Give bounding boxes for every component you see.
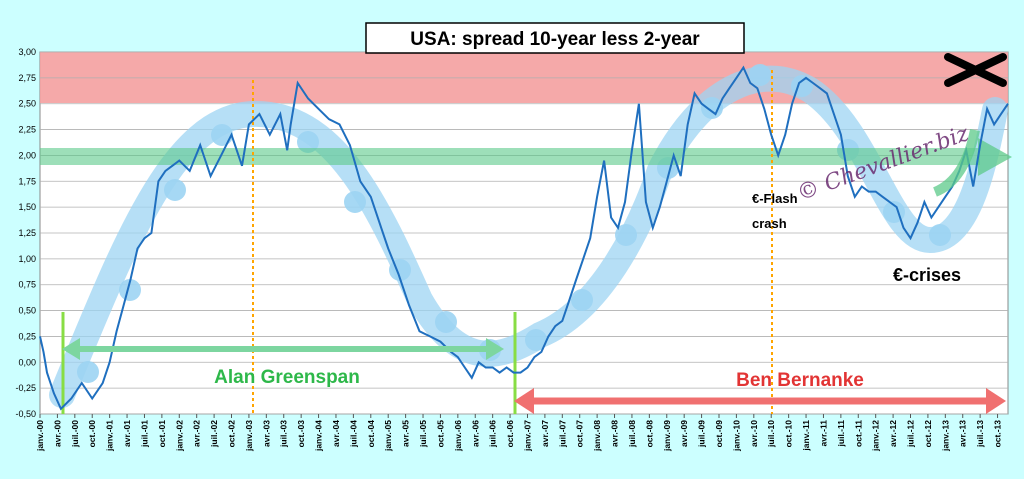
x-tick-label: avr.-05 — [401, 420, 411, 447]
x-tick-label: oct.-11 — [853, 420, 863, 447]
x-tick-label: janv.-06 — [453, 420, 463, 452]
x-tick-label: juil.-07 — [557, 420, 567, 448]
x-tick-label: janv.-02 — [174, 420, 184, 452]
x-tick-label: oct.-04 — [366, 420, 376, 448]
x-tick-label: oct.-13 — [993, 420, 1003, 448]
x-tick-label: juil.-09 — [697, 420, 707, 448]
y-tick-label: 2,50 — [18, 99, 36, 109]
x-tick-label: juil.-06 — [488, 420, 498, 448]
x-tick-label: oct.-06 — [505, 420, 515, 448]
x-tick-label: janv.-13 — [940, 420, 950, 452]
x-tick-label: oct.-02 — [227, 420, 237, 448]
greenspan-arrow — [62, 338, 504, 360]
y-tick-label: 1,75 — [18, 176, 36, 186]
y-tick-label: 1,00 — [18, 254, 36, 264]
y-tick-label: 3,00 — [18, 47, 36, 57]
x-tick-label: avr.-00 — [52, 420, 62, 447]
x-tick-label: oct.-01 — [157, 420, 167, 448]
x-tick-label: juil.-05 — [418, 420, 428, 448]
chart-title-text: USA: spread 10-year less 2-year — [410, 29, 700, 50]
x-tick-label: janv.-04 — [314, 420, 324, 452]
y-tick-label: -0,50 — [15, 409, 36, 419]
x-tick-label: avr.-09 — [679, 420, 689, 447]
x-tick-label: janv.-08 — [592, 420, 602, 452]
x-tick-label: avr.-01 — [122, 420, 132, 447]
green-recovery-arrow — [932, 128, 980, 197]
y-tick-label: 2,25 — [18, 125, 36, 135]
x-tick-label: avr.-08 — [610, 420, 620, 447]
x-tick-label: janv.-01 — [105, 420, 115, 452]
x-tick-label: janv.-10 — [731, 420, 741, 452]
spread-series-line — [39, 65, 1009, 411]
euro-crises-label: €-crises — [893, 265, 961, 285]
x-tick-label: juil.-03 — [279, 420, 289, 448]
y-tick-label: 1,25 — [18, 228, 36, 238]
x-tick-label: avr.-06 — [470, 420, 480, 447]
x-tick-label: oct.-00 — [87, 420, 97, 448]
x-tick-label: avr.-03 — [261, 420, 271, 447]
x-tick-label: janv.-09 — [662, 420, 672, 452]
flash-crash-label-2: crash — [752, 216, 787, 231]
flash-crash-label-1: €-Flash — [752, 191, 798, 206]
x-tick-label: avr.-12 — [888, 420, 898, 447]
x-tick-label: juil.-01 — [139, 420, 149, 448]
x-tick-label: janv.-12 — [871, 420, 881, 452]
bernanke-label: Ben Bernanke — [736, 370, 864, 391]
green-level-arrowhead — [978, 138, 1012, 176]
x-axis-ticks: janv.-00 avr.-00 juil.-00 oct.-00 janv.-01 av… — [35, 414, 1003, 452]
x-tick-label: oct.-05 — [435, 420, 445, 448]
y-tick-label: 0,25 — [18, 331, 36, 341]
greenspan-label: Alan Greenspan — [214, 367, 360, 388]
x-tick-label: juil.-08 — [627, 420, 637, 448]
y-axis-ticks: -0,50 -0,25 0,00 0,25 0,50 0,75 1,00 1,25 1,50 1,… — [15, 47, 36, 419]
y-tick-label: 2,00 — [18, 150, 36, 160]
x-tick-label: juil.-10 — [766, 420, 776, 448]
bernanke-arrow — [514, 388, 1006, 414]
x-tick-label: juil.-11 — [836, 420, 846, 448]
x-tick-label: avr.-02 — [192, 420, 202, 447]
x-tick-label: janv.-05 — [383, 420, 393, 452]
x-tick-label: juil.-04 — [348, 420, 358, 448]
x-tick-label: janv.-11 — [801, 420, 811, 452]
green-level-band — [40, 148, 980, 165]
y-tick-label: 0,75 — [18, 280, 36, 290]
y-tick-label: 2,75 — [18, 73, 36, 83]
x-tick-label: juil.-00 — [70, 420, 80, 448]
y-tick-label: 0,50 — [18, 306, 36, 316]
x-tick-label: oct.-03 — [296, 420, 306, 448]
cross-mark-icon — [944, 53, 1007, 87]
x-tick-label: avr.-13 — [958, 420, 968, 447]
x-tick-label: oct.-08 — [644, 420, 654, 448]
x-tick-label: avr.-10 — [749, 420, 759, 447]
x-tick-label: juil.-13 — [975, 420, 985, 448]
chart-title: USA: spread 10-year less 2-year — [365, 22, 745, 54]
x-tick-label: juil.-02 — [209, 420, 219, 448]
x-tick-label: avr.-04 — [331, 420, 341, 447]
x-tick-label: janv.-03 — [244, 420, 254, 452]
x-tick-label: avr.-11 — [818, 420, 828, 447]
x-tick-label: janv.-07 — [522, 420, 532, 452]
x-tick-label: oct.-07 — [575, 420, 585, 448]
blue-band-dots — [77, 64, 951, 383]
x-tick-label: juil.-12 — [906, 420, 916, 448]
x-tick-label: oct.-12 — [923, 420, 933, 448]
x-tick-label: janv.-00 — [35, 420, 45, 452]
x-tick-label: oct.-09 — [714, 420, 724, 448]
plot-area: -0,50 -0,25 0,00 0,25 0,50 0,75 1,00 1,25 1,50 1,… — [15, 47, 1009, 452]
y-tick-label: 1,50 — [18, 202, 36, 212]
y-tick-label: -0,25 — [15, 383, 36, 393]
y-tick-label: 0,00 — [18, 357, 36, 367]
x-tick-label: oct.-10 — [784, 420, 794, 448]
x-tick-label: avr.-07 — [540, 420, 550, 447]
